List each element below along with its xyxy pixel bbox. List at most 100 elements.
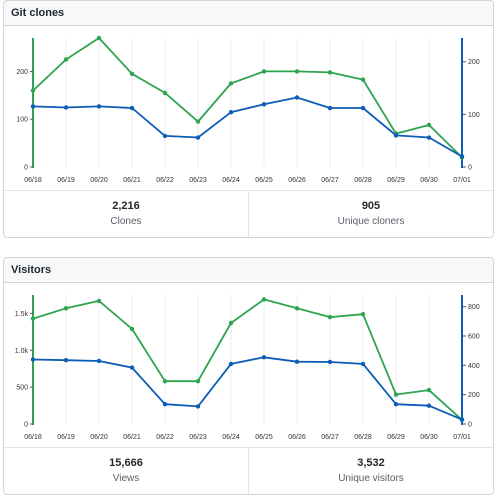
blue-data-point <box>195 135 201 140</box>
x-tick-label: 06/27 <box>321 434 339 441</box>
blue-data-point <box>393 402 399 407</box>
green-data-point <box>96 298 102 304</box>
x-tick-label: 06/21 <box>123 177 141 184</box>
left-tick-label: 100 <box>16 117 28 124</box>
x-tick-label: 06/23 <box>189 434 207 441</box>
blue-data-point <box>96 104 102 109</box>
x-tick-label: 06/30 <box>420 177 438 184</box>
x-tick-label: 06/29 <box>387 434 405 441</box>
blue-data-point <box>327 105 333 111</box>
x-tick-label: 06/22 <box>156 177 174 184</box>
right-tick-label: 100 <box>468 112 480 119</box>
blue-data-point <box>426 135 432 140</box>
x-tick-label: 06/20 <box>90 434 108 441</box>
git-clones-chart-area: 06/18 06/19 06/20 06/21 06/22 06/23 06/24 06/25… <box>4 26 493 192</box>
green-data-point <box>261 69 267 74</box>
green-data-point <box>96 35 102 41</box>
x-tick-label: 06/18 <box>24 434 42 441</box>
clones-stat: 2,216 Clones <box>4 191 248 237</box>
views-stat: 15,666 Views <box>4 448 248 494</box>
visitors-title: Visitors <box>11 264 52 276</box>
x-tick-label: 07/01 <box>453 177 471 184</box>
blue-data-point <box>63 105 69 110</box>
blue-data-point <box>228 361 234 367</box>
green-data-point <box>129 71 135 77</box>
left-tick-label: 1.0k <box>15 348 29 355</box>
green-data-point <box>327 314 333 320</box>
green-data-point <box>30 88 36 93</box>
blue-data-point <box>261 102 267 107</box>
blue-data-point <box>129 365 135 370</box>
left-tick-label: 500 <box>16 385 28 392</box>
unique-visitors-count: 3,532 <box>357 457 385 469</box>
green-data-point <box>162 379 168 384</box>
x-tick-label: 06/18 <box>24 177 42 184</box>
right-tick-label: 400 <box>468 363 480 370</box>
green-series-line <box>32 37 463 159</box>
git-clones-header: Git clones <box>4 1 493 26</box>
blue-data-point <box>162 133 168 139</box>
right-tick-label: 0 <box>468 165 472 172</box>
green-data-point <box>360 311 366 317</box>
green-data-point <box>63 306 69 311</box>
x-tick-label: 07/01 <box>453 434 471 441</box>
x-tick-label: 06/21 <box>123 434 141 441</box>
visitors-panel: Visitors 06/18 06/19 06/20 06/21 06/22 06/23 0… <box>3 257 494 495</box>
views-label: Views <box>112 473 140 484</box>
blue-data-point <box>393 133 399 138</box>
visitors-stats: 15,666 Views 3,532 Unique visitors <box>4 447 493 494</box>
right-tick-label: 200 <box>468 392 480 399</box>
x-tick-label: 06/28 <box>354 434 372 441</box>
blue-data-point <box>459 154 465 159</box>
visitors-chart: 06/18 06/19 06/20 06/21 06/22 06/23 06/24 06/25… <box>15 295 480 441</box>
green-data-point <box>294 69 300 74</box>
x-tick-label: 06/26 <box>288 177 306 184</box>
blue-data-point <box>63 358 69 363</box>
clones-label: Clones <box>110 216 142 227</box>
x-tick-label: 06/24 <box>222 434 240 441</box>
x-tick-label: 06/19 <box>57 177 75 184</box>
green-data-point <box>228 81 234 86</box>
x-tick-label: 06/28 <box>354 177 372 184</box>
blue-data-point <box>360 361 366 367</box>
blue-data-point <box>228 110 234 115</box>
green-data-point <box>30 316 36 321</box>
right-tick-label: 200 <box>468 59 480 66</box>
green-data-point <box>393 392 399 397</box>
green-data-point <box>261 297 267 302</box>
green-data-point <box>327 70 333 75</box>
green-data-point <box>195 119 201 124</box>
blue-data-point <box>96 358 102 364</box>
blue-data-point <box>195 404 201 409</box>
x-tick-label: 06/24 <box>222 177 240 184</box>
clones-count: 2,216 <box>112 200 140 212</box>
blue-data-point <box>30 104 36 109</box>
blue-data-point <box>459 417 465 422</box>
green-data-point <box>228 320 234 326</box>
unique-cloners-count: 905 <box>361 200 381 212</box>
green-data-point <box>63 57 69 62</box>
visitors-chart-area: 06/18 06/19 06/20 06/21 06/22 06/23 06/24 06/25… <box>4 283 493 449</box>
blue-data-point <box>426 403 432 408</box>
blue-data-point <box>294 95 300 100</box>
git-clones-title: Git clones <box>11 7 65 19</box>
blue-data-point <box>360 105 366 111</box>
unique-cloners-stat: 905 Unique cloners <box>248 191 493 237</box>
x-tick-label: 06/20 <box>90 177 108 184</box>
blue-data-point <box>261 355 267 360</box>
green-data-point <box>426 387 432 393</box>
git-clones-stats: 2,216 Clones 905 Unique cloners <box>4 190 493 237</box>
views-count: 15,666 <box>109 457 143 469</box>
blue-data-point <box>129 105 135 111</box>
x-tick-label: 06/22 <box>156 434 174 441</box>
x-tick-label: 06/23 <box>189 177 207 184</box>
right-tick-label: 0 <box>468 422 472 429</box>
blue-data-point <box>294 359 300 364</box>
green-data-point <box>426 122 432 128</box>
green-data-point <box>294 306 300 311</box>
x-tick-label: 06/26 <box>288 434 306 441</box>
left-tick-label: 0 <box>24 422 28 429</box>
unique-visitors-label: Unique visitors <box>338 473 404 484</box>
x-tick-label: 06/30 <box>420 434 438 441</box>
green-series-line <box>32 298 463 421</box>
